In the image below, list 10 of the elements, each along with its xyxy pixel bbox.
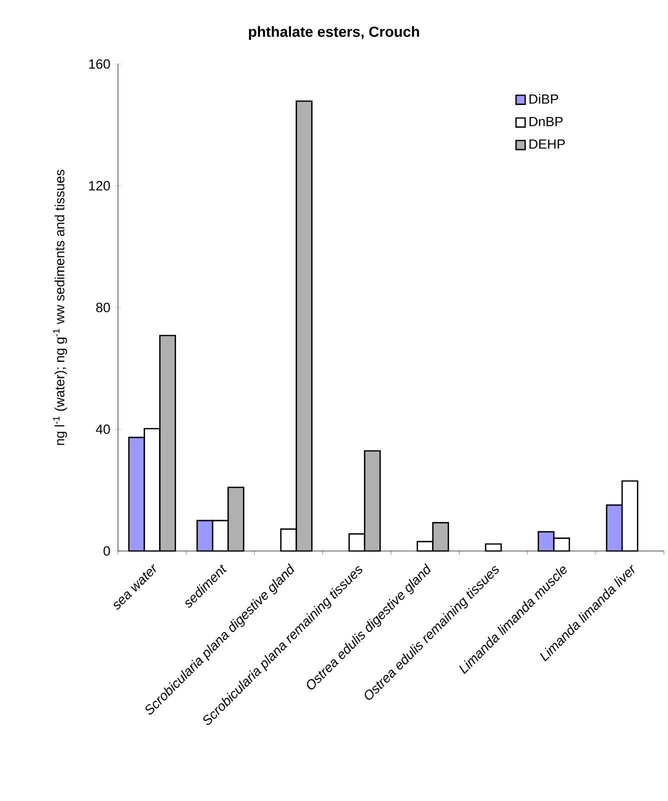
y-tick-label: 40	[96, 424, 110, 434]
y-tick-label: 0	[104, 546, 110, 556]
legend-label: DEHP	[530, 139, 565, 149]
y-tick-label: 160	[89, 59, 110, 69]
legend-label: DiBP	[530, 94, 558, 104]
y-tick-label: 120	[89, 181, 110, 190]
y-tick-label: 80	[96, 302, 110, 312]
legend-label: DnBP	[530, 116, 563, 126]
chart-title: phthalate esters, Crouch	[248, 26, 420, 40]
y-axis-title: ng l$^{-1}$ (water); ng g$^{-1}$ ww sediments and tissues	[53, 170, 68, 445]
